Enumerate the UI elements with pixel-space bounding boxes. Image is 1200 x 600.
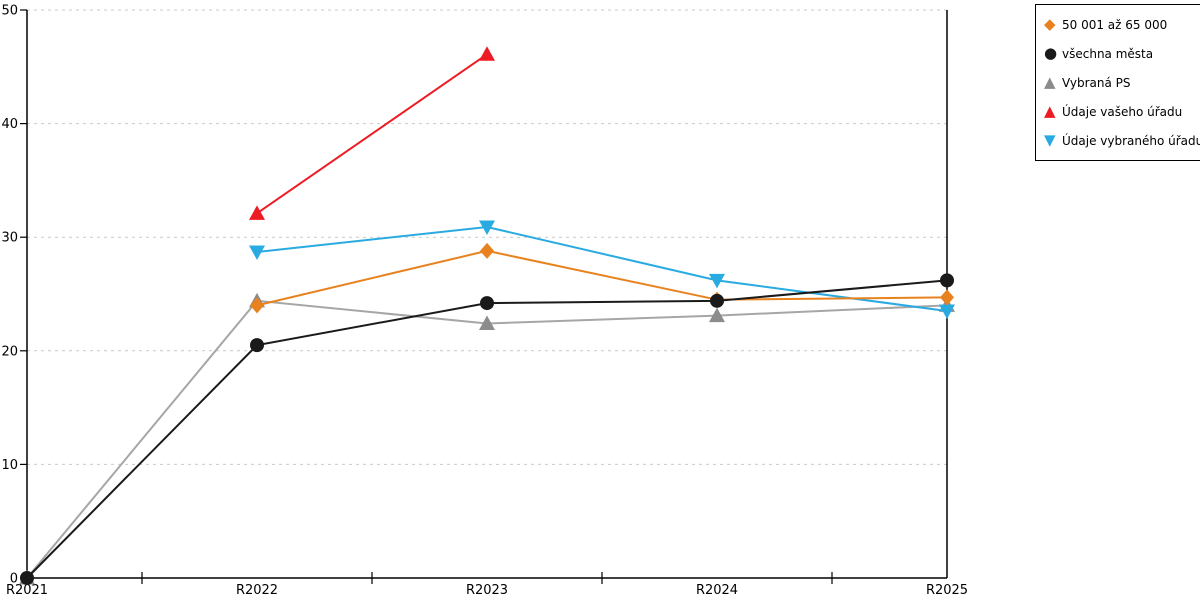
data-point-triangle-down [939,304,955,320]
y-tick-label: 10 [1,458,18,473]
y-tick-label: 40 [1,117,18,132]
data-point-diamond [940,289,954,306]
x-tick-label: R2021 [6,583,48,598]
x-tick-label: R2022 [236,583,278,598]
legend-item: ▲ Vybraná PS [1044,68,1200,97]
y-tick-label: 20 [1,344,18,359]
y-tick-label: 30 [1,231,18,246]
legend: ◆ 50 001 až 65 000 ● všechna města ▲ Vyb… [1035,4,1200,161]
x-tick-label: R2023 [466,583,508,598]
data-point-circle [710,293,724,308]
legend-label: všechna města [1062,46,1154,61]
legend-marker-triangle-up: ▲ [1044,102,1056,120]
legend-label: 50 001 až 65 000 [1062,17,1168,32]
series-line [256,225,948,313]
legend-label: Vybraná PS [1062,75,1131,90]
data-point-triangle-down [479,220,495,235]
legend-label: Údaje vašeho úřadu [1062,104,1183,119]
data-point-diamond [250,297,264,314]
legend-marker-triangle-up: ▲ [1044,73,1056,91]
legend-item: ▼ Údaje vybraného úřadu [1044,126,1200,155]
y-tick-label: 0 [10,572,18,587]
data-point-triangle-up [249,205,265,220]
legend-item: ▲ Údaje vašeho úřadu [1044,97,1200,126]
series-line [256,53,488,215]
data-point-circle [480,296,494,311]
data-point-triangle-down [709,273,725,289]
data-point-circle [940,273,954,288]
data-point-diamond [480,242,494,259]
data-point-triangle-up [479,46,495,61]
legend-label: Údaje vybraného úřadu [1062,133,1200,148]
x-tick-label: R2025 [926,583,968,598]
legend-marker-diamond: ◆ [1044,15,1056,33]
data-point-triangle-down [249,245,265,260]
data-point-triangle-up [479,315,495,331]
legend-item: ● všechna města [1044,39,1200,68]
series-line [256,249,948,307]
y-tick-label: 50 [1,4,18,19]
data-point-circle [250,338,264,353]
x-tick-label: R2024 [696,583,738,598]
data-point-triangle-up [709,307,725,323]
legend-item: ◆ 50 001 až 65 000 [1044,10,1200,39]
data-point-circle [20,571,34,585]
legend-marker-triangle-down: ▼ [1044,131,1056,149]
legend-marker-circle: ● [1044,44,1058,62]
